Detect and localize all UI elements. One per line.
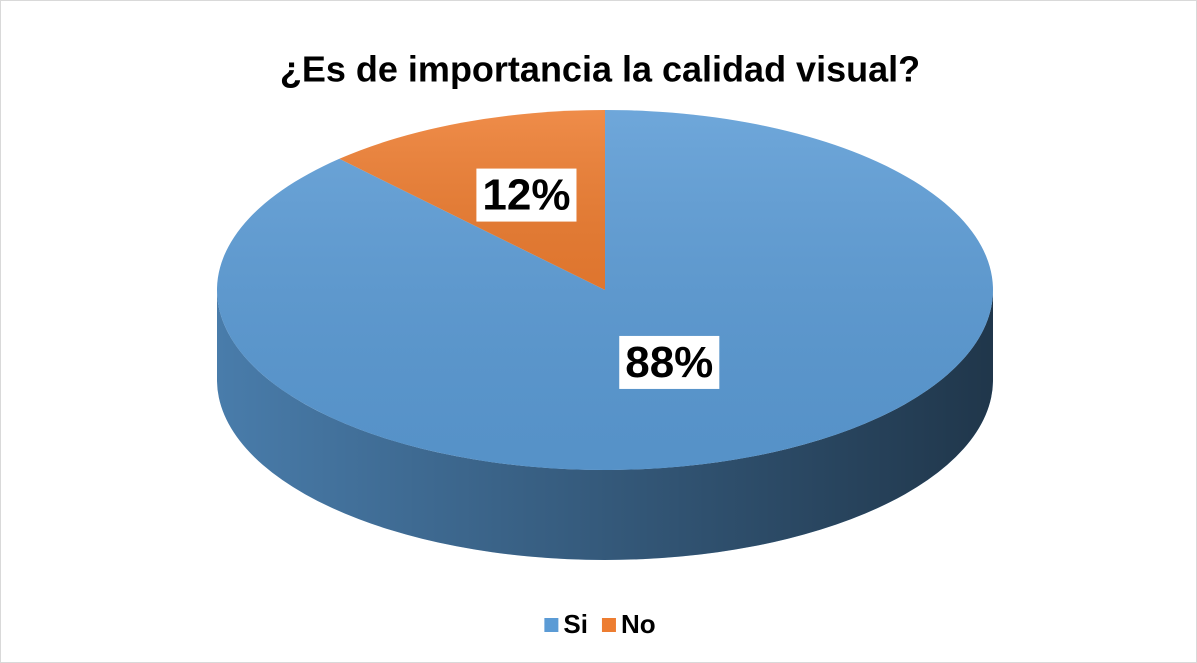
- legend: Si No: [544, 609, 656, 639]
- data-label: 88%: [625, 338, 713, 387]
- slice-side-shade: [217, 290, 993, 560]
- pie: 88% 12%: [217, 110, 994, 560]
- data-label-bg: [476, 168, 577, 222]
- legend-label: Si: [563, 609, 588, 639]
- chart-title: ¿Es de importancia la calidad visual?: [280, 49, 920, 90]
- legend-item: No: [601, 609, 656, 639]
- slice-gloss: [217, 110, 994, 471]
- data-label-bg: [619, 335, 720, 389]
- legend-swatch: [544, 618, 559, 632]
- legend-item: Si: [544, 609, 588, 639]
- data-label: 12%: [482, 171, 570, 220]
- slice-gloss: [339, 110, 605, 290]
- legend-swatch: [601, 618, 616, 632]
- legend-label: No: [621, 609, 656, 639]
